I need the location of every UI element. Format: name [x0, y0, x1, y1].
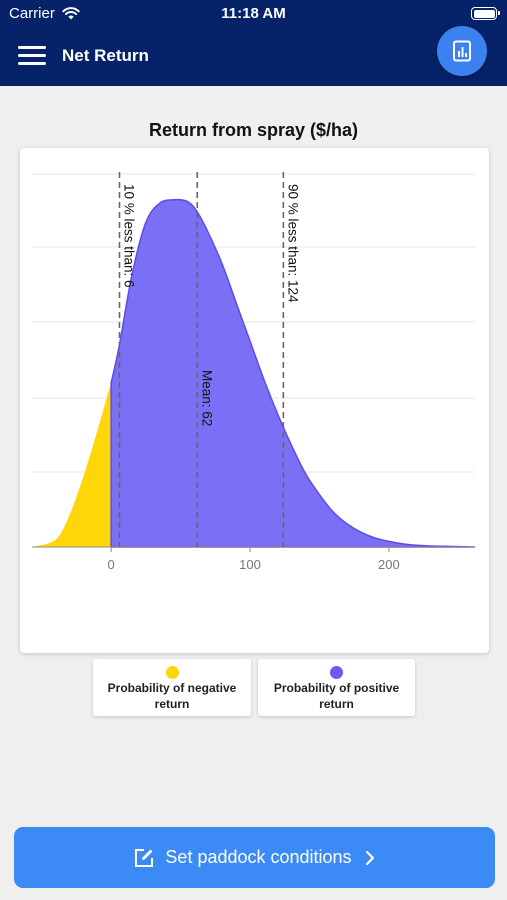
x-tick-label-0: 0 [108, 557, 115, 572]
hamburger-icon[interactable] [18, 46, 46, 66]
status-bar: Carrier 11:18 AM [0, 0, 507, 28]
set-paddock-conditions-button[interactable]: Set paddock conditions [14, 827, 495, 888]
battery-icon [471, 7, 500, 20]
page-title: Net Return [62, 46, 149, 65]
x-tick-label-1: 100 [239, 557, 261, 572]
nav-bar: Net Return [0, 26, 507, 86]
return-distribution-chart: 0 100 200 10 % less than: 6 Mean: 62 90 % les… [31, 172, 476, 572]
legend-positive-dot [330, 666, 343, 679]
x-tick-label-2: 200 [378, 557, 400, 572]
legend-negative-dot [165, 666, 179, 679]
clock: 11:18 AM [221, 5, 286, 22]
edit-icon [135, 848, 154, 867]
cta-label: Set paddock conditions [165, 847, 352, 867]
legend-positive-label: Probability of positive return [273, 681, 400, 711]
legend-negative[interactable]: Probability of negative return [93, 659, 251, 716]
annotation-label-0: 10 % less than: 6 [121, 184, 136, 288]
carrier-label: Carrier [9, 5, 55, 22]
negative-return-area [31, 382, 112, 548]
chevron-right-icon [365, 850, 374, 865]
report-button[interactable] [437, 26, 487, 76]
annotation-label-1: Mean: 62 [199, 370, 214, 426]
chart-title: Return from spray ($/ha) [148, 120, 359, 140]
wifi-icon [62, 7, 80, 20]
bar-chart-report-icon [453, 40, 471, 62]
legend-positive[interactable]: Probability of positive return [258, 659, 415, 716]
positive-return-area [110, 198, 476, 548]
annotation-label-2: 90 % less than: 124 [285, 184, 300, 303]
chart-card: 0 100 200 10 % less than: 6 Mean: 62 90 % les… [20, 148, 489, 653]
legend-negative-label: Probability of negative return [107, 681, 237, 711]
